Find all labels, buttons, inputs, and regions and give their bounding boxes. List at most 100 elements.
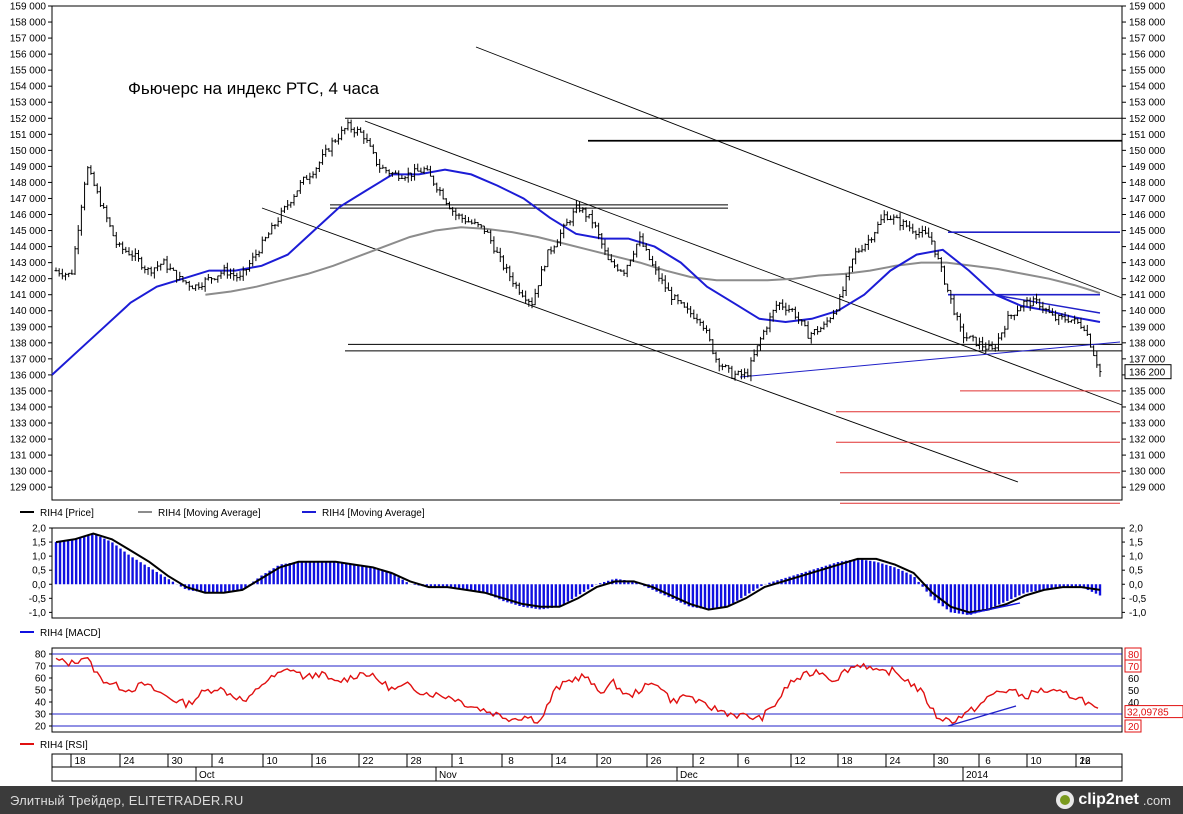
rsi-divergence-line xyxy=(947,705,1017,727)
date-tick-label: 14 xyxy=(555,756,567,767)
y-tick-label-right: 142 000 xyxy=(1129,274,1166,285)
y-tick-label-left: 145 000 xyxy=(10,226,47,237)
y-tick-label-left: 144 000 xyxy=(10,242,47,253)
y-tick-label-left: 156 000 xyxy=(10,50,47,61)
rsi-tick-left: 20 xyxy=(35,722,47,733)
macd-legend: RIH4 [MACD] xyxy=(20,628,101,639)
rsi-tick-right: 70 xyxy=(1128,662,1140,673)
macd-tick-left: -0,5 xyxy=(29,594,47,605)
rsi-tick-left: 60 xyxy=(35,674,47,685)
price-panel: 159 000 159 000 158 000 158 000 157 000 157 0… xyxy=(10,2,1172,504)
y-tick-label-left: 129 000 xyxy=(10,483,47,494)
y-tick-label-right: 130 000 xyxy=(1129,467,1166,478)
rsi-last-value-label: 32,09785 xyxy=(1127,708,1169,719)
moving-average-blue-line xyxy=(51,168,1101,376)
y-tick-label-right: 155 000 xyxy=(1129,66,1166,77)
macd-tick-right: 1,5 xyxy=(1129,538,1143,549)
legend-label: RIH4 [Moving Average] xyxy=(158,508,261,519)
clip2net-brand: clip2net xyxy=(1078,791,1139,808)
price-legend: RIH4 [Price] RIH4 [Moving Average] RIH4 [M… xyxy=(20,508,425,519)
month-label: 2014 xyxy=(966,770,989,781)
y-tick-label-right: 132 000 xyxy=(1129,435,1166,446)
date-tick-label: 30 xyxy=(171,756,183,767)
date-tick-label: 28 xyxy=(410,756,422,767)
macd-tick-left: 1,5 xyxy=(32,538,46,549)
macd-tick-left: 0,0 xyxy=(32,580,46,591)
y-tick-label-right: 158 000 xyxy=(1129,18,1166,29)
legend-label: RIH4 [RSI] xyxy=(40,740,88,751)
y-tick-label-right: 140 000 xyxy=(1129,306,1166,317)
month-label: Nov xyxy=(439,770,457,781)
y-tick-label-right: 134 000 xyxy=(1129,402,1166,413)
macd-tick-right: -0,5 xyxy=(1129,594,1147,605)
trend-channel-line xyxy=(475,46,1123,299)
date-tick-label: 10 xyxy=(1030,756,1042,767)
y-tick-label-left: 157 000 xyxy=(10,34,47,45)
legend-label: RIH4 [Price] xyxy=(40,508,94,519)
y-tick-label-left: 155 000 xyxy=(10,66,47,77)
y-tick-label-right: 141 000 xyxy=(1129,290,1166,301)
macd-tick-right: 1,0 xyxy=(1129,552,1143,563)
clip2net-logo: clip2net .com xyxy=(1056,789,1171,811)
y-tick-label-left: 139 000 xyxy=(10,322,47,333)
date-tick-label: 22 xyxy=(362,756,374,767)
blue-trendline xyxy=(999,295,1101,314)
rsi-tick-left: 30 xyxy=(35,710,47,721)
last-price-box xyxy=(1124,364,1172,380)
legend-label: RIH4 [MACD] xyxy=(40,628,101,639)
date-tick-label: 24 xyxy=(889,756,901,767)
date-tick-label: 18 xyxy=(841,756,853,767)
y-tick-label-right: 153 000 xyxy=(1129,98,1166,109)
rsi-tick-left: 40 xyxy=(35,698,47,709)
y-tick-label-left: 159 000 xyxy=(10,2,47,13)
y-tick-label-right: 135 000 xyxy=(1129,386,1166,397)
y-tick-label-right: 151 000 xyxy=(1129,130,1166,141)
rsi-legend: RIH4 [RSI] xyxy=(20,740,88,751)
clip2net-suffix: .com xyxy=(1142,792,1171,808)
y-tick-label-left: 143 000 xyxy=(10,258,47,269)
y-tick-label-left: 141 000 xyxy=(10,290,47,301)
last-price-label: 136 200 xyxy=(1129,368,1166,379)
date-tick-label: 24 xyxy=(123,756,135,767)
y-tick-label-right: 149 000 xyxy=(1129,162,1166,173)
y-tick-label-right: 148 000 xyxy=(1129,178,1166,189)
rsi-tick-right: 20 xyxy=(1128,722,1140,733)
date-tick-label: 6 xyxy=(744,756,750,767)
y-tick-label-left: 131 000 xyxy=(10,451,47,462)
moving-average-gray-line xyxy=(205,226,1101,296)
month-label: Dec xyxy=(680,770,698,781)
blue-trendline xyxy=(739,341,1121,378)
legend-label: RIH4 [Moving Average] xyxy=(322,508,425,519)
rsi-panel: 807060504030208070605040302032,09785 xyxy=(35,647,1183,733)
y-tick-label-right: 154 000 xyxy=(1129,82,1166,93)
date-tick-label: 6 xyxy=(985,756,991,767)
y-tick-label-left: 146 000 xyxy=(10,210,47,221)
month-label: Oct xyxy=(199,770,215,781)
date-tick-label: 4 xyxy=(218,756,224,767)
y-tick-label-left: 147 000 xyxy=(10,194,47,205)
rsi-tick-right: 50 xyxy=(1128,686,1140,697)
y-tick-label-left: 142 000 xyxy=(10,274,47,285)
macd-tick-right: 2,0 xyxy=(1129,524,1143,535)
clip2net-icon xyxy=(1056,791,1075,809)
macd-tick-left: 2,0 xyxy=(32,524,46,535)
rsi-tick-left: 70 xyxy=(35,662,47,673)
rsi-last-value-box xyxy=(1124,705,1183,719)
macd-tick-left: -1,0 xyxy=(29,608,47,619)
y-tick-label-right: 146 000 xyxy=(1129,210,1166,221)
macd-panel: 2,0 2,0 1,5 1,5 1,0 1,0 0,5 0,5 0,0 0,0 -0,5 -0,5 -1… xyxy=(29,524,1147,619)
y-tick-label-right: 143 000 xyxy=(1129,258,1166,269)
date-tick-label: 10 xyxy=(266,756,278,767)
date-tick-label: 2 xyxy=(699,756,705,767)
date-tick-label: 8 xyxy=(508,756,514,767)
y-tick-label-right: 152 000 xyxy=(1129,114,1166,125)
date-tick-label: 18 xyxy=(74,756,86,767)
y-tick-label-left: 136 000 xyxy=(10,370,47,381)
y-tick-label-right: 139 000 xyxy=(1129,322,1166,333)
date-tick-label: 22 xyxy=(1079,756,1091,767)
y-tick-label-right: 144 000 xyxy=(1129,242,1166,253)
y-tick-label-right: 145 000 xyxy=(1129,226,1166,237)
y-tick-label-left: 130 000 xyxy=(10,467,47,478)
macd-divergence-line xyxy=(967,602,1021,615)
y-tick-label-right: 150 000 xyxy=(1129,146,1166,157)
